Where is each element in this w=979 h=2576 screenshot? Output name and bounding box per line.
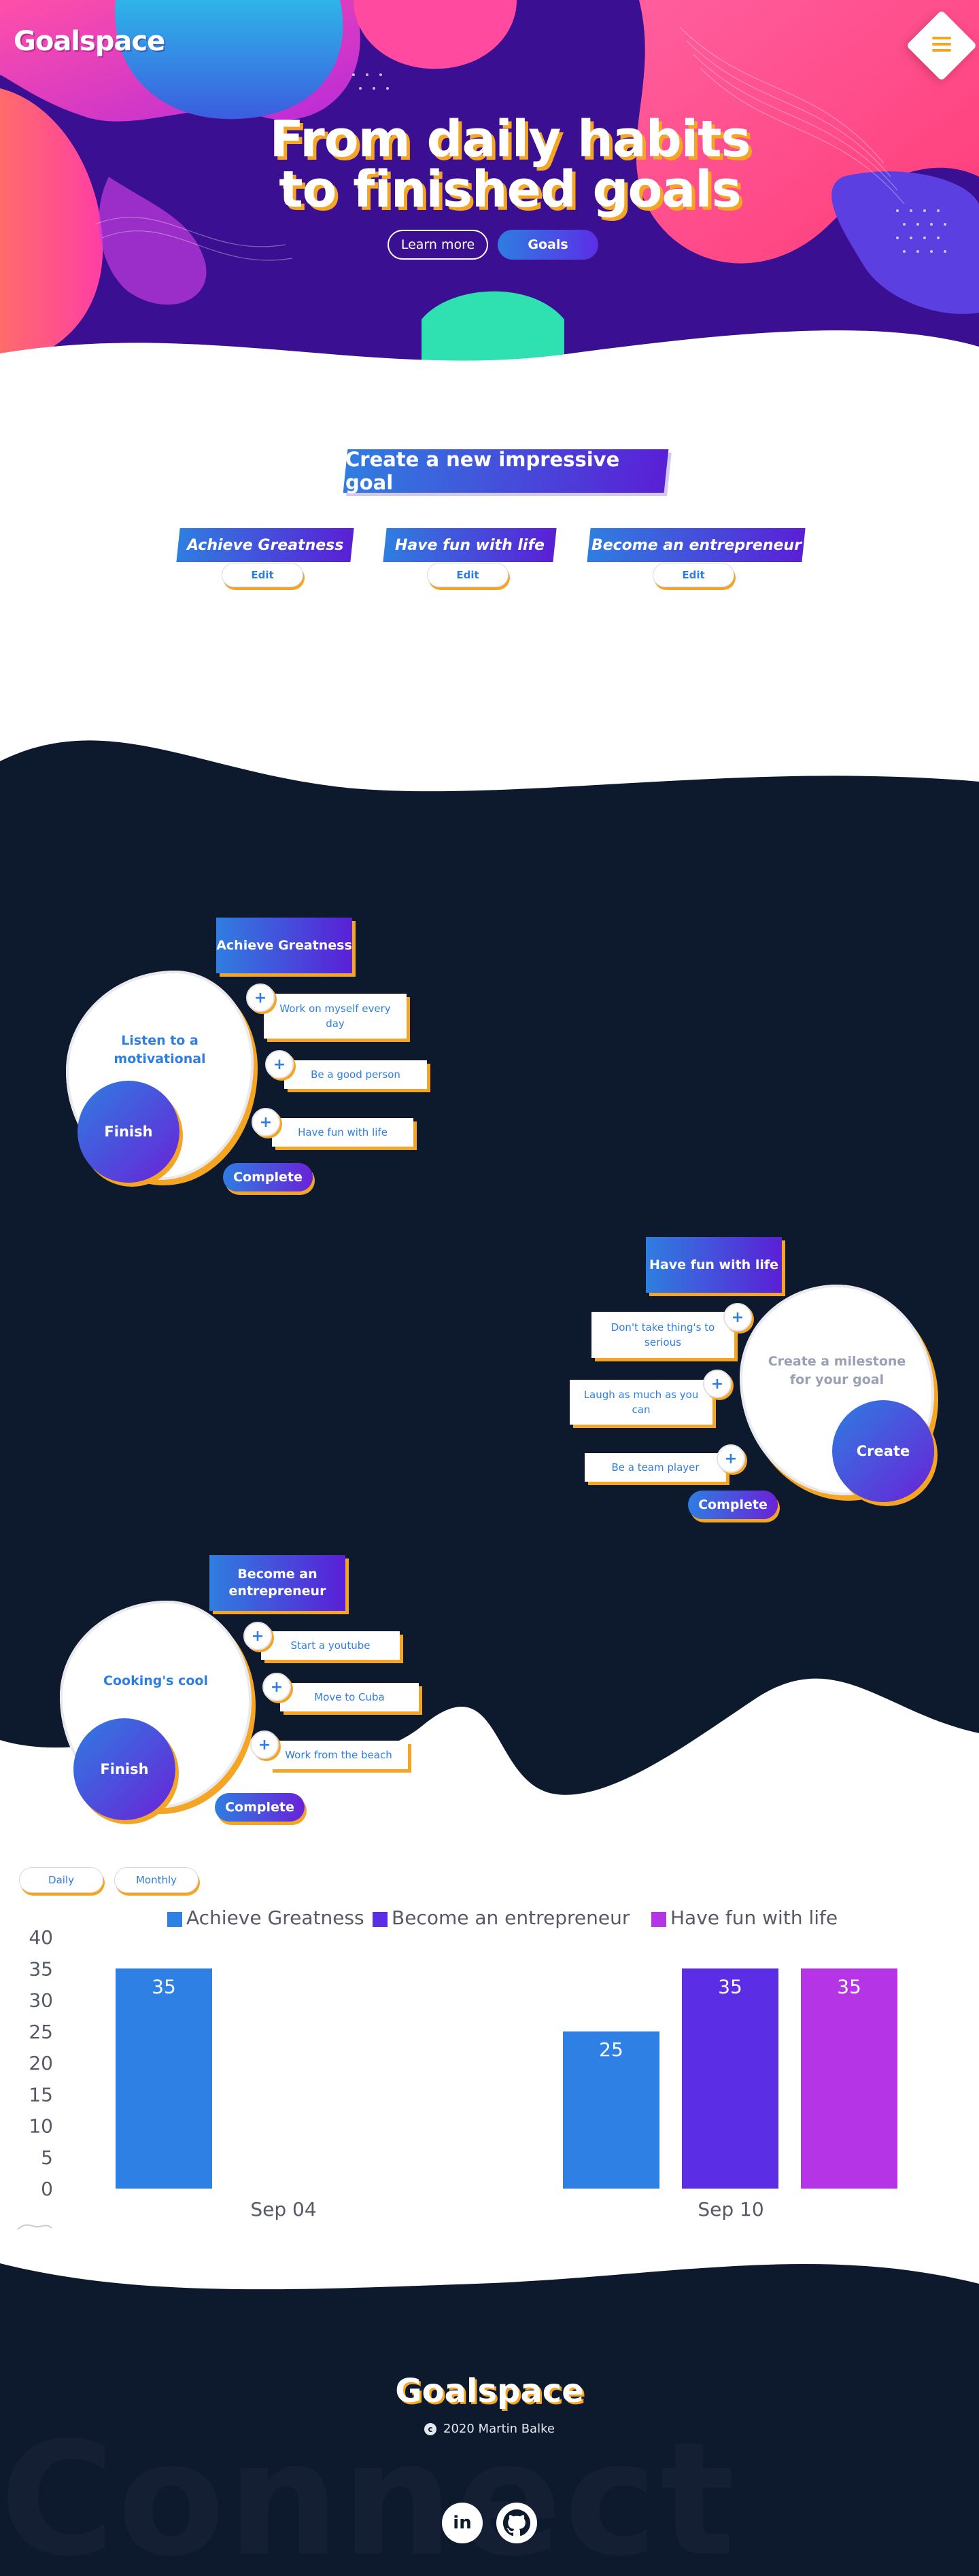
legend-swatch <box>373 1912 388 1927</box>
bar <box>116 1968 212 2189</box>
y-tick-label: 5 <box>41 2146 53 2169</box>
footer-background <box>0 2263 979 2576</box>
milestone-item[interactable]: Start a youtube <box>261 1631 400 1660</box>
y-tick-label: 15 <box>29 2083 53 2106</box>
bar-value-label: 35 <box>152 1975 176 1998</box>
monthly-toggle[interactable]: Monthly <box>114 1867 199 1893</box>
y-tick-label: 10 <box>29 2115 53 2138</box>
chart-legend: Achieve Greatness Become an entrepreneur H… <box>167 1907 838 1929</box>
blob-text: Cooking's cool <box>103 1673 208 1688</box>
x-tick-label: Sep 04 <box>250 2198 316 2221</box>
hamburger-icon <box>932 37 951 54</box>
blob-text: Listen to a motivational <box>114 1033 206 1066</box>
milestone-item[interactable]: Work from the beach <box>269 1741 408 1769</box>
goals-dark-section-background <box>0 740 979 1795</box>
add-milestone-button[interactable]: + <box>265 1050 294 1079</box>
bar-value-label: 25 <box>599 2038 623 2061</box>
milestone-item[interactable]: Work on myself every day <box>264 994 407 1039</box>
legend-label: Have fun with life <box>670 1907 838 1929</box>
hero-banner: Goalspace From daily habits to finished … <box>0 0 979 381</box>
github-icon <box>503 2509 530 2537</box>
footer-copyright: c 2020 Martin Balke <box>354 2422 625 2436</box>
finish-button[interactable]: Finish <box>78 1081 179 1183</box>
learn-more-button[interactable]: Learn more <box>388 230 488 260</box>
daily-toggle[interactable]: Daily <box>19 1867 103 1893</box>
add-milestone-button[interactable]: + <box>250 1730 279 1759</box>
logo[interactable]: Goalspace <box>14 26 165 57</box>
milestone-item[interactable]: Have fun with life <box>272 1118 413 1147</box>
goal-card-title: Achieve Greatness <box>216 918 352 973</box>
bar-value-label: 35 <box>718 1975 742 1998</box>
legend-swatch <box>651 1912 666 1927</box>
goal-card-title: Become an entrepreneur <box>209 1555 345 1611</box>
y-tick-label: 20 <box>29 2052 53 2074</box>
footer-logo[interactable]: Goalspace <box>395 2372 584 2410</box>
linkedin-link[interactable]: in <box>442 2503 483 2543</box>
y-tick-label: 30 <box>29 1989 53 2012</box>
milestone-item[interactable]: Laugh as much as you can <box>570 1380 712 1425</box>
progress-chart: Achieve Greatness Become an entrepreneur H… <box>17 1907 897 2230</box>
add-milestone-button[interactable]: + <box>717 1444 745 1473</box>
milestone-item[interactable]: Move to Cuba <box>280 1683 419 1711</box>
y-tick-label: 0 <box>41 2178 53 2200</box>
goals-button[interactable]: Goals <box>498 230 598 260</box>
create-goal-button[interactable]: Create a new impressive goal <box>343 448 669 494</box>
y-tick-label: 40 <box>29 1926 53 1949</box>
y-tick-label: 35 <box>29 1957 53 1980</box>
github-link[interactable] <box>496 2503 537 2543</box>
add-milestone-button[interactable]: + <box>723 1303 752 1331</box>
x-tick-label: Sep 10 <box>698 2198 763 2221</box>
legend-label: Become an entrepreneur <box>392 1907 630 1929</box>
edit-goal-button[interactable]: Edit <box>427 563 509 587</box>
add-milestone-button[interactable]: + <box>246 984 275 1012</box>
goal-chip-label: Become an entrepreneur <box>591 536 802 554</box>
bar-value-label: 35 <box>837 1975 861 1998</box>
goal-chip-have-fun[interactable]: Have fun with life <box>383 528 557 562</box>
y-axis: 0 5 10 15 20 25 30 35 40 <box>29 1926 53 2200</box>
bars: 35 25 35 35 <box>116 1968 897 2189</box>
milestone-item[interactable]: Be a team player <box>585 1453 726 1482</box>
legend-label: Achieve Greatness <box>186 1907 364 1929</box>
finish-button[interactable]: Finish <box>73 1718 175 1820</box>
legend-swatch <box>167 1912 182 1927</box>
edit-goal-button[interactable]: Edit <box>653 563 734 587</box>
goal-chip-become-entrepreneur[interactable]: Become an entrepreneur <box>587 528 806 562</box>
goal-card-title: Have fun with life <box>646 1237 782 1293</box>
add-milestone-button[interactable]: + <box>243 1622 272 1650</box>
milestone-item[interactable]: Don't take thing's to serious <box>591 1312 734 1358</box>
hero-title: From daily habits to finished goals <box>204 114 816 215</box>
hero-title-line1: From daily habits <box>269 110 751 169</box>
blob-text: Create a milestone for your goal <box>768 1354 906 1387</box>
goal-chip-label: Achieve Greatness <box>186 536 344 554</box>
bar <box>563 2031 659 2189</box>
complete-button[interactable]: Complete <box>215 1793 305 1822</box>
hero-background-art <box>0 0 979 381</box>
milestone-item[interactable]: Be a good person <box>284 1060 427 1089</box>
create-milestone-button[interactable]: Create <box>832 1400 934 1502</box>
goal-chip-label: Have fun with life <box>394 536 545 554</box>
complete-button[interactable]: Complete <box>688 1491 778 1519</box>
linkedin-icon: in <box>453 2513 472 2533</box>
hero-title-line2: to finished goals <box>279 160 741 219</box>
copyright-icon: c <box>424 2422 437 2435</box>
add-milestone-button[interactable]: + <box>703 1370 732 1398</box>
copyright-text: 2020 Martin Balke <box>443 2422 555 2436</box>
y-tick-label: 25 <box>29 2021 53 2043</box>
footer-background-text: Connect <box>0 2409 738 2576</box>
add-milestone-button[interactable]: + <box>252 1108 280 1136</box>
edit-goal-button[interactable]: Edit <box>222 563 303 587</box>
complete-button[interactable]: Complete <box>223 1163 313 1191</box>
add-milestone-button[interactable]: + <box>262 1673 291 1701</box>
bar <box>682 1968 778 2189</box>
x-axis: Sep 04 Sep 10 <box>250 2198 763 2221</box>
goal-chip-achieve-greatness[interactable]: Achieve Greatness <box>176 528 354 562</box>
bar <box>801 1968 897 2189</box>
sparkline-icon <box>17 2224 52 2230</box>
create-goal-label: Create a new impressive goal <box>345 448 620 494</box>
